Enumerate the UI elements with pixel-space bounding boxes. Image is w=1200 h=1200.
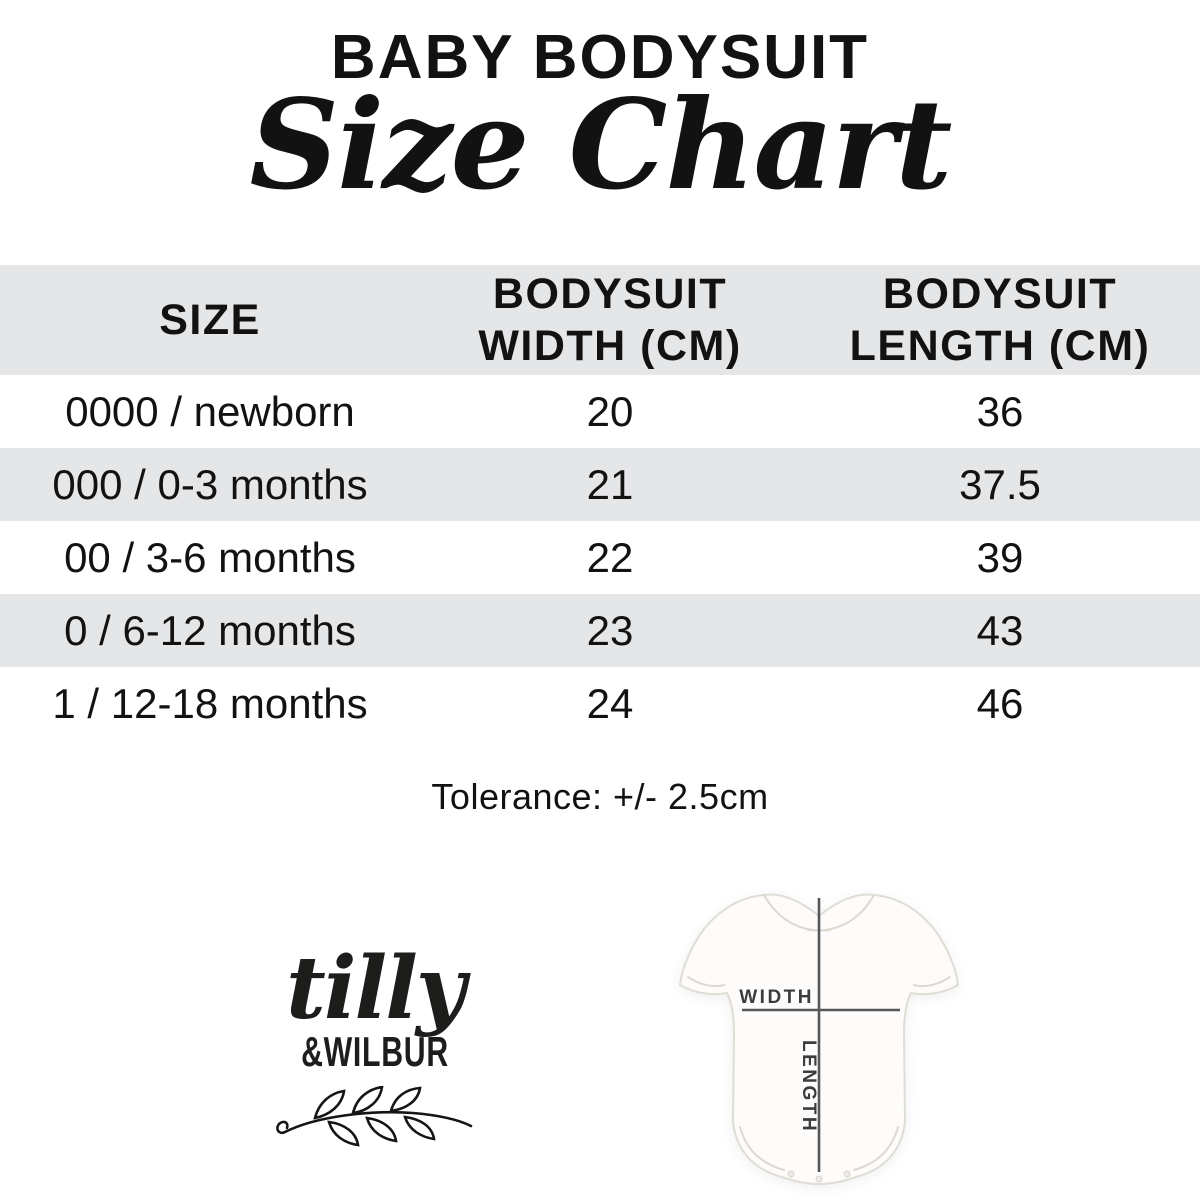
leaf	[389, 1086, 422, 1113]
leaf	[327, 1120, 360, 1147]
width-cell: 21	[586, 460, 634, 508]
size-cell: 000 / 0-3 months	[52, 460, 368, 508]
size-cell: 0 / 6-12 months	[64, 606, 356, 654]
width-cell: 24	[586, 679, 634, 727]
bodysuit-measurement-diagram: WIDTH LENGTH	[678, 893, 960, 1186]
length-cell: 39	[976, 533, 1024, 581]
column-header-size: SIZE	[159, 295, 261, 344]
size-cell: 00 / 3-6 months	[64, 533, 356, 581]
leaf	[313, 1089, 346, 1120]
brand-name: tilly	[286, 938, 466, 1039]
laurel-branch-icon	[276, 1086, 473, 1147]
leaf	[351, 1086, 384, 1115]
length-label: LENGTH	[798, 1040, 819, 1133]
page-title: BABY BODYSUIT	[330, 23, 870, 92]
table-row: 0000 / newborn 20 36	[0, 375, 1200, 448]
leg-seam-right	[853, 1126, 899, 1171]
length-cell: 46	[976, 679, 1024, 727]
length-cell: 43	[976, 606, 1024, 654]
branch-stem	[283, 1111, 473, 1134]
branch-curl	[276, 1120, 289, 1135]
column-header-length: BODYSUIT LENGTH (CM)	[849, 269, 1151, 370]
brand-subname: &WILBUR	[301, 1028, 449, 1076]
brand-logo: tilly &WILBUR	[252, 938, 498, 1150]
page-subtitle: Size Chart	[249, 73, 953, 218]
size-cell: 0000 / newborn	[65, 387, 355, 435]
size-table: SIZE BODYSUIT WIDTH (CM) BODYSUIT LENGTH…	[0, 265, 1200, 740]
width-cell: 22	[586, 533, 634, 581]
neckline-flap-right	[807, 894, 875, 932]
table-row: 000 / 0-3 months 21 37.5	[0, 448, 1200, 521]
table-header-row: SIZE BODYSUIT WIDTH (CM) BODYSUIT LENGTH…	[0, 265, 1200, 375]
sleeve-hem-left	[687, 976, 725, 988]
snap-button	[787, 1170, 795, 1178]
length-cell: 36	[976, 387, 1024, 435]
length-cell: 37.5	[959, 460, 1041, 508]
leaf	[365, 1116, 398, 1143]
table-row: 0 / 6-12 months 23 43	[0, 594, 1200, 667]
column-header-width: BODYSUIT WIDTH (CM)	[478, 269, 742, 370]
snap-button	[815, 1175, 823, 1183]
leg-seam-left	[739, 1126, 785, 1171]
snap-button	[843, 1170, 851, 1178]
sleeve-hem-right	[913, 976, 951, 988]
leaf	[403, 1115, 436, 1141]
width-cell: 23	[586, 606, 634, 654]
tolerance-note: Tolerance: +/- 2.5cm	[431, 776, 769, 817]
table-row: 1 / 12-18 months 24 46	[0, 667, 1200, 740]
table-row: 00 / 3-6 months 22 39	[0, 521, 1200, 594]
width-label: WIDTH	[739, 987, 814, 1008]
width-cell: 20	[586, 387, 634, 435]
size-cell: 1 / 12-18 months	[52, 679, 368, 727]
